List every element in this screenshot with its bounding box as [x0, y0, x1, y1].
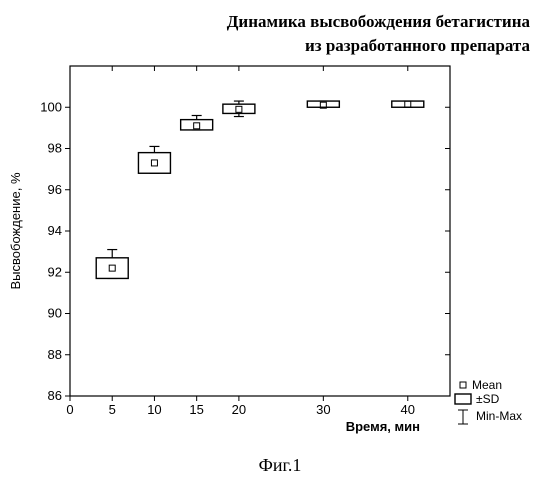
svg-text:94: 94	[48, 223, 62, 238]
svg-text:92: 92	[48, 264, 62, 279]
svg-text:Min-Max: Min-Max	[476, 409, 522, 423]
svg-text:15: 15	[189, 402, 203, 417]
svg-text:40: 40	[401, 402, 415, 417]
svg-text:Время, мин: Время, мин	[346, 419, 420, 434]
chart-container: 86 88 90 92 94 96 98 100 0 5 10 15 20 30 40 Высвобожден…	[0, 58, 560, 453]
title-line1: Динамика высвобождения бетагистина	[227, 12, 530, 31]
svg-text:10: 10	[147, 402, 161, 417]
svg-text:5: 5	[109, 402, 116, 417]
svg-text:96: 96	[48, 181, 62, 196]
svg-text:30: 30	[316, 402, 330, 417]
svg-text:100: 100	[40, 99, 62, 114]
boxplot-chart: 86 88 90 92 94 96 98 100 0 5 10 15 20 30 40 Высвобожден…	[0, 58, 560, 448]
svg-text:88: 88	[48, 346, 62, 361]
svg-text:0: 0	[66, 402, 73, 417]
svg-text:86: 86	[48, 388, 62, 403]
svg-text:90: 90	[48, 305, 62, 320]
svg-text:Mean: Mean	[472, 378, 502, 392]
svg-text:Высвобождение, %: Высвобождение, %	[8, 172, 23, 289]
title-line2: из разработанного препарата	[305, 36, 530, 55]
svg-text:20: 20	[232, 402, 246, 417]
chart-title: Динамика высвобождения бетагистина из ра…	[0, 0, 560, 58]
svg-text:±SD: ±SD	[476, 392, 500, 406]
svg-text:98: 98	[48, 140, 62, 155]
figure-caption: Фиг.1	[0, 455, 560, 476]
